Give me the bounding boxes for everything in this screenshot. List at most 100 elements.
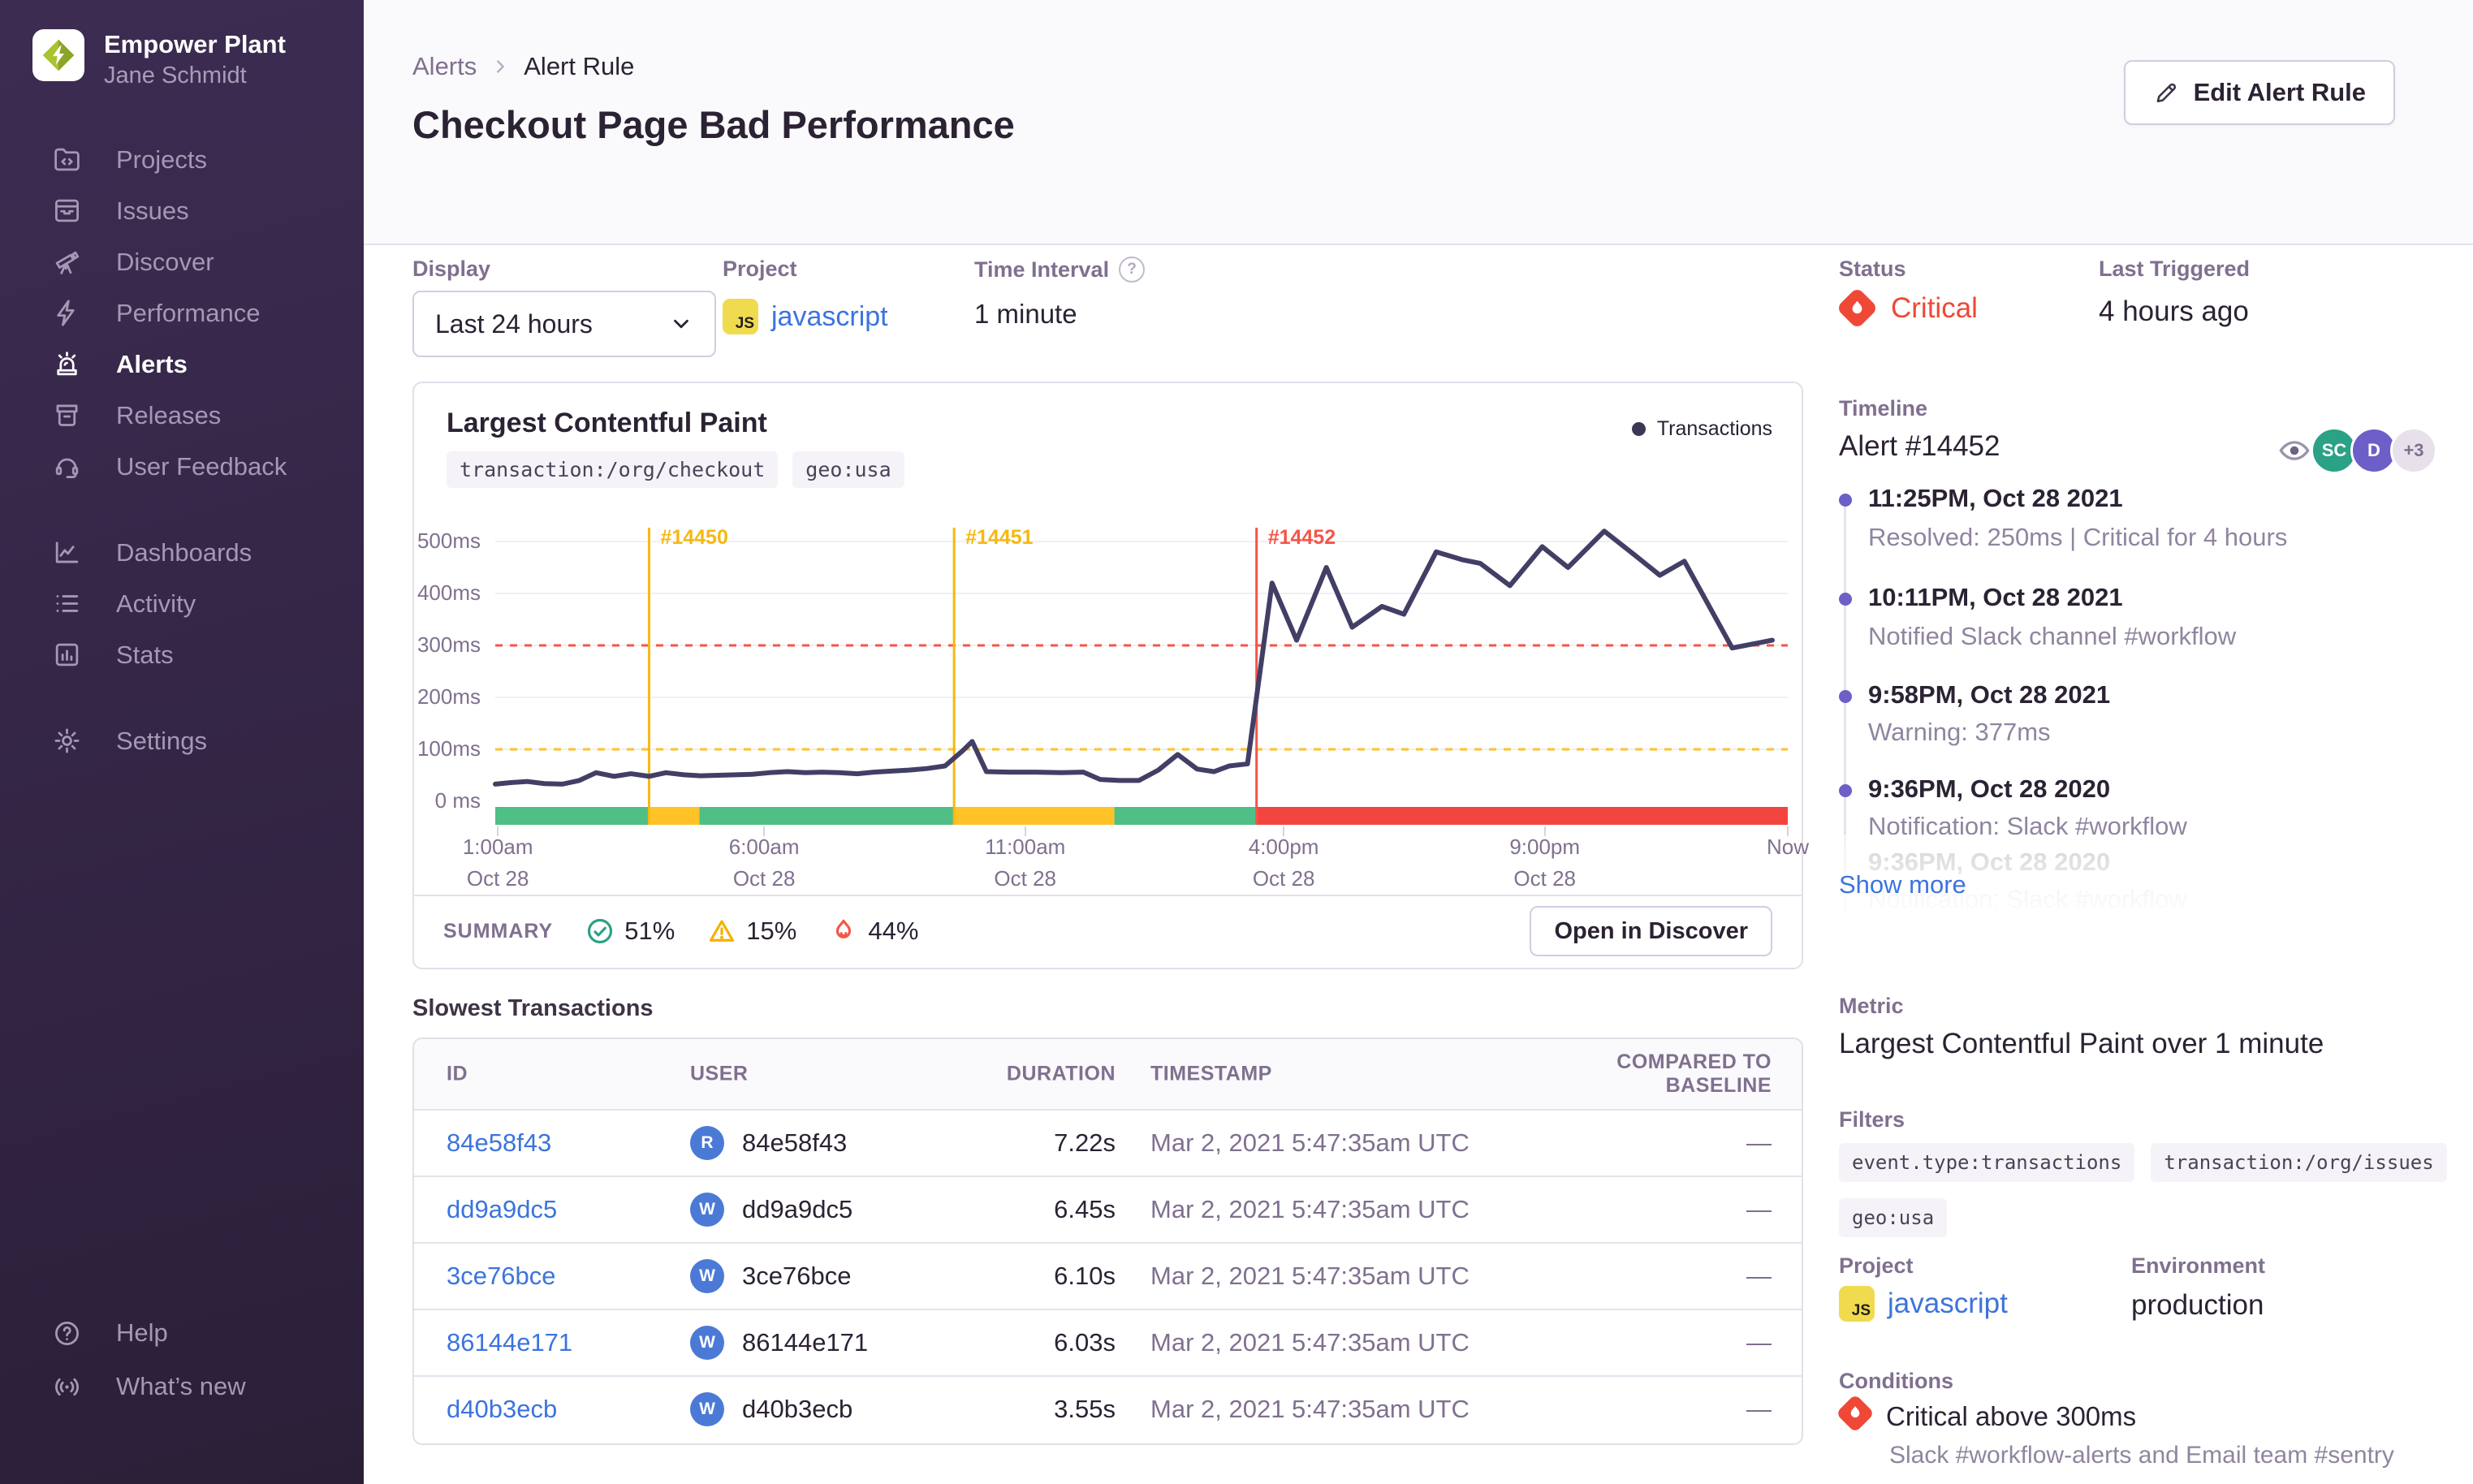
table-row: 86144e171 W 86144e171 6.03s Mar 2, 2021 5… <box>414 1310 1802 1377</box>
timeline-entry-time: 9:58PM, Oct 28 2021 <box>1868 680 2111 709</box>
sidebar-item-dashboards[interactable]: Dashboards <box>0 527 364 578</box>
javascript-platform-icon: JS <box>723 299 758 334</box>
x-axis-label: 1:00am Oct 28 <box>462 835 533 891</box>
avatar-d[interactable]: D <box>2350 427 2397 474</box>
last-triggered-label: Last Triggered <box>2099 257 2251 281</box>
show-more-link[interactable]: Show more <box>1839 870 1966 899</box>
condition-detail: Slack #workflow-alerts and Email team #s… <box>1889 1442 2394 1469</box>
critical-condition-icon <box>1834 1393 1876 1435</box>
sentry-diamond-logo-icon <box>42 39 75 71</box>
sidebar-item-releases[interactable]: Releases <box>0 390 364 441</box>
summary-label: SUMMARY <box>443 919 554 943</box>
sidebar-item-performance[interactable]: Performance <box>0 287 364 339</box>
sidebar-item-stats[interactable]: Stats <box>0 629 364 680</box>
chart-tag-transaction: transaction:/org/checkout <box>447 451 779 488</box>
timeline-avatars: SC D +3 <box>2277 427 2437 474</box>
transaction-id-link[interactable]: d40b3ecb <box>447 1395 558 1423</box>
chart-summary-divider <box>414 895 1802 896</box>
display-dropdown[interactable]: Last 24 hours <box>412 291 716 357</box>
user-name: 84e58f43 <box>742 1128 848 1157</box>
transaction-id-link[interactable]: 86144e171 <box>447 1328 573 1357</box>
chart-legend: Transactions <box>1631 417 1772 441</box>
col-timestamp: TIMESTAMP <box>1150 1062 1272 1085</box>
transaction-id-link[interactable]: dd9a9dc5 <box>447 1195 558 1223</box>
timeline-entry-detail: Warning: 377ms <box>1868 718 2051 746</box>
filters-label: Filters <box>1839 1107 1905 1132</box>
org-user: Jane Schmidt <box>104 63 247 89</box>
open-in-discover-button[interactable]: Open in Discover <box>1530 906 1772 956</box>
x-axis-label: 9:00pm Oct 28 <box>1509 835 1581 891</box>
sidebar-item-issues[interactable]: Issues <box>0 185 364 236</box>
sidebar-item-label: Settings <box>116 726 208 755</box>
x-axis-label: 6:00am Oct 28 <box>728 835 800 891</box>
org-switcher[interactable]: Empower Plant Jane Schmidt <box>32 29 286 89</box>
slowest-transactions-label: Slowest Transactions <box>412 995 654 1021</box>
y-axis-label: 500ms <box>416 528 481 553</box>
time-interval-help-icon[interactable]: ? <box>1119 257 1146 283</box>
status-bar-segment <box>649 807 700 825</box>
edit-alert-rule-button[interactable]: Edit Alert Rule <box>2123 60 2395 125</box>
whats-new-broadcast-icon <box>55 1378 79 1396</box>
timeline-entry-time: 11:25PM, Oct 28 2021 <box>1868 484 2123 512</box>
breadcrumb: Alerts Alert Rule <box>412 52 634 81</box>
javascript-platform-icon: JS <box>1839 1286 1875 1322</box>
environment-value: production <box>2131 1289 2264 1321</box>
sidebar-nav-secondary: Dashboards Activity Stats <box>0 527 364 680</box>
project-detail-value: JS javascript <box>1839 1286 2008 1322</box>
sidebar-item-projects[interactable]: Projects <box>0 134 364 185</box>
projects-icon <box>54 148 80 171</box>
chart-card: Largest Contentful Paint Transactions tr… <box>412 382 1809 969</box>
sidebar-item-label: What’s new <box>116 1372 246 1400</box>
x-axis-tick <box>497 826 499 836</box>
x-axis-tick <box>1787 826 1789 836</box>
sidebar-item-user-feedback[interactable]: User Feedback <box>0 441 364 492</box>
col-duration: DURATION <box>1006 1062 1116 1085</box>
x-axis-tick <box>763 826 766 836</box>
metric-value: Largest Contentful Paint over 1 minute <box>1839 1028 2324 1059</box>
project-detail-link[interactable]: javascript <box>1888 1288 2008 1319</box>
table-row: 84e58f43 R 84e58f43 7.22s Mar 2, 2021 5:4… <box>414 1111 1802 1177</box>
user-avatar: R <box>690 1126 724 1160</box>
chart-plot[interactable]: #14450 #14451 #14452 0 ms 100ms 200ms 300ms 40… <box>417 521 1809 891</box>
filter-tag-transaction: transaction:/org/issues <box>2151 1143 2447 1182</box>
timeline-entry-time: 9:36PM, Oct 28 2020 <box>1868 774 2111 803</box>
sidebar-item-settings[interactable]: Settings <box>0 715 364 766</box>
table-header-row: ID USER DURATION TIMESTAMP COMPARED TO B… <box>414 1039 1802 1111</box>
project-label: Project <box>723 257 797 281</box>
sidebar-item-whats-new[interactable]: What’s new <box>0 1360 364 1413</box>
breadcrumb-alerts-link[interactable]: Alerts <box>412 52 477 80</box>
status-value: Critical <box>1834 286 1978 331</box>
y-axis-label: 400ms <box>416 580 481 605</box>
transaction-id-link[interactable]: 84e58f43 <box>447 1128 552 1157</box>
sidebar-item-alerts[interactable]: Alerts <box>0 339 364 390</box>
timeline-dot <box>1839 593 1852 606</box>
transaction-id-link[interactable]: 3ce76bce <box>447 1262 556 1290</box>
timestamp-value: Mar 2, 2021 5:47:35am UTC <box>1150 1262 1470 1290</box>
fire-icon <box>836 919 852 938</box>
sidebar-item-activity[interactable]: Activity <box>0 578 364 629</box>
timeline-rail <box>1844 494 1846 932</box>
condition-title: Critical above 300ms <box>1886 1401 2137 1431</box>
time-interval-label: Time Interval ? <box>974 257 1146 283</box>
sidebar-item-label: Issues <box>116 196 189 225</box>
time-interval-value: 1 minute <box>974 299 1077 329</box>
alert-details-panel: Status Critical Last Triggered 4 hours a… <box>1835 0 2473 1484</box>
avatar-more[interactable]: +3 <box>2390 427 2437 474</box>
user-avatar: W <box>690 1326 724 1360</box>
project-link[interactable]: javascript <box>771 300 888 332</box>
sidebar-item-help[interactable]: Help <box>0 1306 364 1360</box>
performance-lightning-icon <box>57 300 75 326</box>
display-dropdown-value: Last 24 hours <box>435 308 593 339</box>
filter-tag-event-type: event.type:transactions <box>1839 1143 2135 1182</box>
chart-tag-row: transaction:/org/checkout geo:usa <box>447 451 904 488</box>
metric-label: Metric <box>1839 994 1904 1018</box>
timeline-fade <box>1839 835 2473 942</box>
user-name: d40b3ecb <box>742 1395 853 1423</box>
stats-bars-icon <box>55 643 79 667</box>
y-axis-label: 0 ms <box>434 788 481 813</box>
baseline-value: — <box>1746 1395 1772 1423</box>
sidebar-item-discover[interactable]: Discover <box>0 236 364 287</box>
alert-link[interactable]: Alert #14452 <box>1839 430 2000 462</box>
timeline-dot <box>1839 784 1852 797</box>
sidebar-item-label: Alerts <box>116 349 188 378</box>
